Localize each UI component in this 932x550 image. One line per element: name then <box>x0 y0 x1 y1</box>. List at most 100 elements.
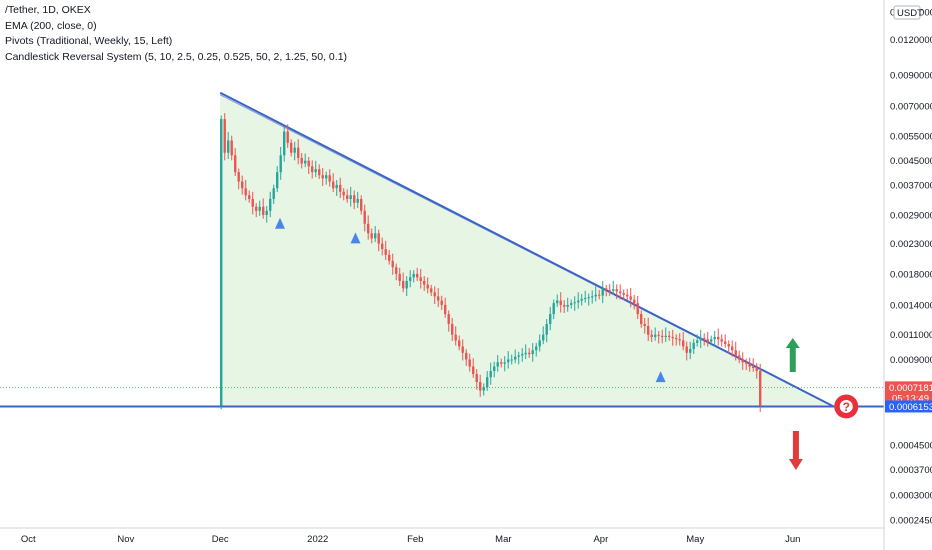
candle-down <box>608 289 611 291</box>
candle-down <box>423 280 426 285</box>
symbol-title[interactable]: /Tether, 1D, OKEX <box>5 4 91 16</box>
candle-down <box>605 288 608 290</box>
candle-up <box>591 296 594 298</box>
candle-up <box>510 359 513 361</box>
candle-down <box>633 299 636 304</box>
candle-down <box>703 338 706 340</box>
descending-triangle-pattern <box>0 91 884 408</box>
candle-up <box>265 210 268 215</box>
currency-box: USDT <box>893 5 923 20</box>
candle-down <box>626 294 629 297</box>
candle-up <box>584 298 587 300</box>
price-tick-label: 0.0002450 <box>890 516 932 527</box>
candle-up <box>486 377 489 388</box>
candle-down <box>461 346 464 353</box>
indicator-pivots[interactable]: Pivots (Traditional, Weekly, 15, Left) <box>5 35 173 47</box>
candle-up <box>405 280 408 289</box>
candle-up <box>258 206 261 211</box>
time-tick-label: Apr <box>593 534 608 545</box>
time-tick-label: Jun <box>785 534 800 545</box>
candle-up <box>412 273 415 278</box>
candle-up <box>535 346 538 351</box>
descending-trendline-inner <box>219 94 834 407</box>
candle-down <box>458 340 461 347</box>
candle-up <box>325 175 328 179</box>
candle-down <box>353 195 356 203</box>
candle-down <box>262 206 265 215</box>
candle-down <box>454 334 457 341</box>
candle-down <box>363 210 366 224</box>
candle-up <box>227 140 230 153</box>
candle-down <box>318 169 321 176</box>
candle-up <box>580 298 583 301</box>
candle-down <box>678 339 681 341</box>
candle-down <box>465 352 468 360</box>
indicator-candlestick-reversal[interactable]: Candlestick Reversal System (5, 10, 2.5,… <box>5 50 348 63</box>
time-tick-label: Oct <box>21 534 36 545</box>
time-tick-label: May <box>686 534 704 545</box>
current-price-label: 0.0007181 <box>889 383 932 394</box>
time-tick-label: Nov <box>117 534 134 545</box>
price-tick-label: 0.0090000 <box>890 71 932 82</box>
candle-down <box>528 352 531 355</box>
candle-up <box>654 334 657 337</box>
candle-down <box>416 273 419 278</box>
candle-down <box>255 206 258 211</box>
price-tick-label: 0.0011000 <box>890 330 932 341</box>
candle-down <box>248 195 251 199</box>
candle-down <box>745 362 748 364</box>
time-axis[interactable]: Oct Nov Dec 2022 Feb Mar Apr May Jun <box>0 527 884 545</box>
candle-down <box>307 160 310 167</box>
candle-down <box>475 374 478 383</box>
reversal-marker-icon <box>350 232 361 244</box>
candle-down <box>234 155 237 173</box>
current-price-tag <box>885 381 932 405</box>
candle-down <box>741 359 744 363</box>
price-tick-label: 0.0029000 <box>890 210 932 221</box>
candle-down <box>629 296 632 300</box>
currency-label: USDT <box>897 8 923 19</box>
candlestick-series <box>220 113 762 412</box>
indicator-ema[interactable]: EMA (200, close, 0) <box>5 19 97 32</box>
time-tick-label: Feb <box>407 534 423 545</box>
candle-up <box>570 303 573 305</box>
candle-up <box>279 155 282 173</box>
candle-up <box>304 160 307 164</box>
candle-down <box>223 119 226 153</box>
candle-down <box>342 191 345 196</box>
candle-up <box>489 370 492 378</box>
candle-up <box>293 147 296 153</box>
candle-down <box>643 323 646 327</box>
reversal-marker-icon <box>655 371 666 383</box>
candle-down <box>727 344 730 347</box>
candle-up <box>220 119 223 406</box>
candle-down <box>619 291 622 294</box>
candle-down <box>622 293 625 295</box>
candle-up <box>335 184 338 189</box>
candle-up <box>710 339 713 342</box>
candle-down <box>388 254 391 261</box>
candle-down <box>598 294 601 296</box>
candle-down <box>377 233 380 244</box>
candle-up <box>545 323 548 335</box>
arrow-down-icon <box>788 431 803 470</box>
countdown-label: 05:13:49 <box>892 393 929 404</box>
candle-down <box>360 198 363 211</box>
price-tick-label: 0.0014000 <box>890 300 932 311</box>
candle-up <box>349 195 352 199</box>
candle-down <box>300 157 303 164</box>
candle-down <box>752 366 755 369</box>
candle-up <box>573 302 576 304</box>
candle-down <box>615 289 618 292</box>
price-axis[interactable]: 0.01500000.01200000.00900000.00700000.00… <box>883 0 932 550</box>
candle-down <box>755 368 758 371</box>
candle-up <box>272 188 275 199</box>
time-tick-label: Dec <box>212 534 229 545</box>
candle-up <box>314 169 317 173</box>
candle-up <box>549 314 552 324</box>
price-tick-label: 0.0070000 <box>890 102 932 113</box>
candle-down <box>472 366 475 375</box>
candle-up <box>713 336 716 340</box>
candle-down <box>500 362 503 364</box>
